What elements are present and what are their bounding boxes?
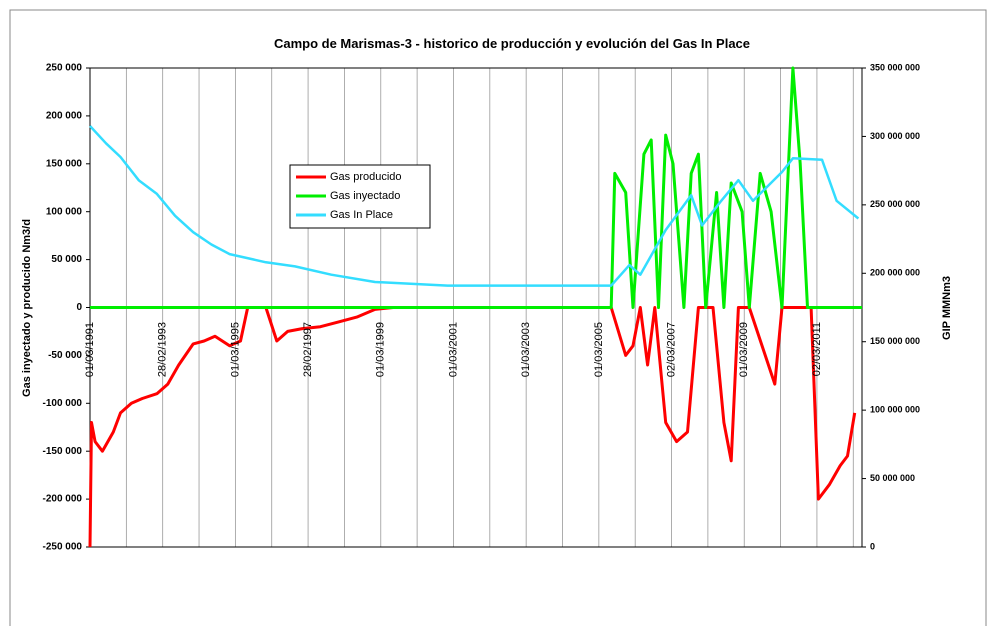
x-tick-label: 01/03/2003 — [520, 322, 532, 377]
x-tick-label: 28/02/1997 — [302, 322, 314, 377]
y-tick-label: 50 000 — [51, 254, 82, 265]
y-tick-label: -100 000 — [43, 398, 83, 409]
legend-label: Gas In Place — [330, 209, 393, 221]
chart-title: Campo de Marismas-3 - historico de produ… — [274, 36, 750, 51]
y-tick-label: -250 000 — [43, 542, 83, 553]
x-tick-label: 01/03/1999 — [375, 322, 387, 377]
legend-label: Gas inyectado — [330, 190, 400, 202]
x-tick-label: 02/03/2007 — [665, 322, 677, 377]
y-tick-label: 100 000 — [46, 206, 83, 217]
y-tick-label: 150 000 — [46, 158, 83, 169]
y2-tick-label: 150 000 000 — [870, 336, 920, 346]
y2-tick-label: 250 000 000 — [870, 199, 920, 209]
legend-label: Gas producido — [330, 171, 402, 183]
y-tick-label: -150 000 — [43, 446, 83, 457]
y-tick-label: 0 — [76, 302, 82, 313]
x-tick-label: 01/03/1995 — [229, 322, 241, 377]
y-tick-label: -200 000 — [43, 494, 83, 505]
x-tick-label: 02/03/2011 — [811, 322, 823, 376]
series-line — [90, 66, 862, 309]
y-axis-label: Gas inyectado y producido Nm3/d — [21, 219, 33, 397]
x-tick-label: 01/03/2005 — [593, 322, 605, 377]
y2-tick-label: 300 000 000 — [870, 131, 920, 141]
x-tick-label: 28/02/1993 — [157, 322, 169, 377]
frame — [9, 9, 987, 626]
x-tick-label: 01/03/2009 — [738, 322, 750, 377]
y2-tick-label: 0 — [870, 541, 875, 551]
series-line — [89, 125, 860, 287]
y2-axis-label: GIP MMNm3 — [941, 276, 953, 340]
y-tick-label: 250 000 — [46, 63, 83, 74]
y2-tick-label: 50 000 000 — [870, 473, 915, 483]
y-tick-label: 200 000 — [46, 111, 83, 122]
y-tick-label: -50 000 — [48, 350, 82, 361]
y2-tick-label: 350 000 000 — [870, 62, 920, 72]
y2-tick-label: 100 000 000 — [870, 405, 920, 415]
x-tick-label: 01/03/1991 — [84, 322, 96, 377]
x-tick-label: 01/03/2001 — [447, 322, 459, 377]
y2-tick-label: 200 000 000 — [870, 268, 920, 278]
